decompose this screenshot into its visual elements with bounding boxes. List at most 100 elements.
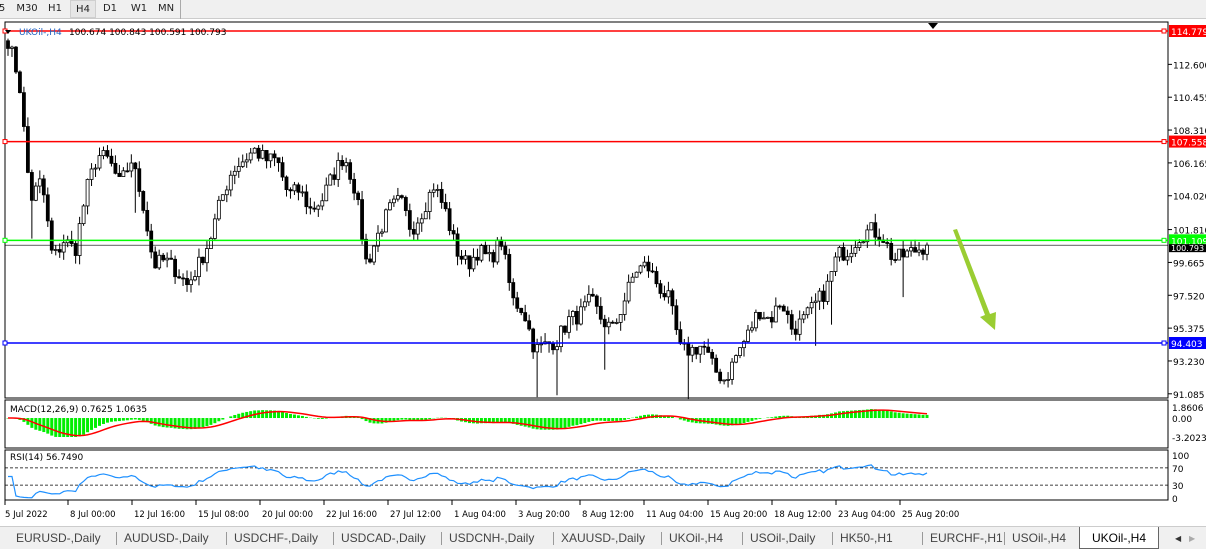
tab-audusd-daily[interactable]: AUDUSD-,Daily — [124, 531, 209, 545]
tab-ukoil-h4[interactable]: UKOil-,H4 — [1079, 527, 1159, 549]
rsi-label: RSI(14) 56.7490 — [10, 453, 83, 463]
current-price-label: 100.793 — [1171, 244, 1204, 253]
macd-bar — [62, 418, 66, 437]
tab-ukoil-h4[interactable]: UKOil-,H4 — [669, 531, 724, 545]
timeframe-5[interactable]: 5 — [0, 3, 6, 14]
macd-bar — [70, 418, 74, 437]
chart-tabs: EURUSD-,Daily AUDUSD-,Daily USDCHF-,Daily U… — [0, 526, 1206, 549]
bull-candle — [865, 229, 870, 243]
timeframe-w1[interactable]: W1 — [130, 3, 148, 14]
tab-usoil-h4[interactable]: USOil-,H4 — [1012, 531, 1067, 545]
line-handle[interactable] — [1161, 237, 1167, 243]
bull-candle — [746, 329, 750, 342]
price-chart[interactable]: 112.600 110.455 108.310 106.165 104.020 101.8… — [0, 19, 1206, 526]
tab-divider — [832, 532, 833, 545]
bear-candle — [284, 176, 289, 191]
bull-candle — [797, 318, 802, 335]
bear-candle — [777, 305, 782, 308]
bear-candle — [921, 249, 925, 255]
macd-bar — [563, 418, 567, 428]
tab-usdcnh-daily[interactable]: USDCNH-,Daily — [449, 531, 535, 545]
timeframe-m30[interactable]: M30 — [16, 3, 38, 14]
bull-candle — [917, 249, 921, 253]
time-tick-label: 12 Jul 16:00 — [134, 510, 185, 520]
macd-bar — [304, 416, 308, 419]
tab-eurusd-daily[interactable]: EURUSD-,Daily — [16, 531, 101, 545]
bear-candle — [185, 278, 189, 286]
down-arrow-annotation[interactable] — [953, 229, 996, 330]
price-tick-label: 91.085 — [1173, 391, 1205, 401]
bear-candle — [332, 174, 337, 180]
line-handle[interactable] — [2, 139, 8, 145]
tab-usdchf-daily[interactable]: USDCHF-,Daily — [234, 531, 318, 545]
macd-bar — [917, 414, 921, 419]
bear-candle — [145, 209, 150, 232]
time-tick-label: 20 Jul 00:00 — [262, 510, 313, 520]
macd-bar — [571, 418, 575, 426]
bear-candle — [312, 207, 317, 210]
tab-usdcad-daily[interactable]: USDCAD-,Daily — [341, 531, 426, 545]
bear-candle — [503, 245, 508, 255]
tab-scroll-right-icon[interactable]: ▶ — [1189, 534, 1196, 543]
bear-candle — [674, 305, 679, 331]
bear-candle — [670, 290, 675, 307]
macd-bar — [94, 418, 98, 428]
bull-candle — [825, 280, 830, 302]
bull-candle — [606, 321, 611, 328]
bull-candle — [571, 311, 575, 318]
time-tick-label: 18 Aug 12:00 — [774, 510, 831, 520]
tab-scroll-left-icon[interactable]: ◀ — [1175, 534, 1182, 543]
bull-candle — [539, 343, 543, 346]
macd-bar — [46, 418, 50, 434]
macd-bar — [173, 418, 177, 429]
bear-candle — [662, 293, 667, 298]
bull-candle — [157, 254, 162, 269]
bull-candle — [292, 184, 297, 192]
line-handle[interactable] — [2, 340, 8, 346]
tab-divider — [441, 532, 442, 545]
time-tick-label: 15 Aug 20:00 — [710, 510, 767, 520]
timeframe-h1[interactable]: H1 — [48, 3, 62, 14]
macd-bar — [237, 413, 241, 419]
line-handle[interactable] — [1161, 139, 1167, 145]
macd-bar — [209, 418, 213, 425]
macd-bar — [261, 410, 265, 419]
dropdown-icon[interactable] — [5, 30, 11, 34]
line-handle[interactable] — [2, 237, 8, 243]
tab-usoil-daily[interactable]: USOil-,Daily — [750, 531, 816, 545]
price-tick-label: 112.600 — [1173, 61, 1206, 71]
line-handle[interactable] — [1161, 340, 1167, 346]
bull-candle — [487, 252, 492, 255]
timeframe-mn[interactable]: MN — [157, 3, 175, 14]
tab-xauusd-daily[interactable]: XAUUSD-,Daily — [561, 531, 646, 545]
tab-divider — [116, 532, 117, 545]
tab-eurchf-h1[interactable]: EURCHF-,H1 — [930, 531, 1003, 545]
macd-bar — [288, 413, 292, 419]
line-price-label: 114.779 — [1171, 28, 1206, 38]
tab-divider — [922, 532, 923, 545]
bull-candle — [224, 189, 229, 196]
rsi-tick-label: 0 — [1172, 495, 1178, 505]
bear-candle — [678, 329, 683, 344]
macd-bar — [201, 418, 205, 428]
bear-candle — [45, 194, 50, 222]
macd-bar — [925, 414, 929, 419]
bear-candle — [340, 160, 345, 167]
bull-candle — [61, 242, 66, 253]
bull-candle — [535, 344, 540, 353]
timeframe-d1[interactable]: D1 — [102, 3, 118, 14]
timeframe-h4[interactable]: H4 — [70, 0, 96, 18]
bear-candle — [507, 254, 512, 283]
macd-bar — [392, 418, 396, 422]
bear-candle — [575, 311, 579, 325]
bull-candle — [165, 257, 170, 261]
bear-candle — [769, 316, 774, 323]
bull-candle — [395, 195, 400, 200]
chart-shift-marker-icon[interactable] — [928, 23, 938, 29]
bull-candle — [582, 301, 587, 308]
bear-candle — [439, 188, 444, 203]
tab-hk50-h1[interactable]: HK50-,H1 — [840, 531, 893, 545]
bull-candle — [471, 256, 476, 270]
line-handle[interactable] — [1161, 28, 1167, 34]
line-price-label: 101.109 — [1171, 237, 1206, 247]
